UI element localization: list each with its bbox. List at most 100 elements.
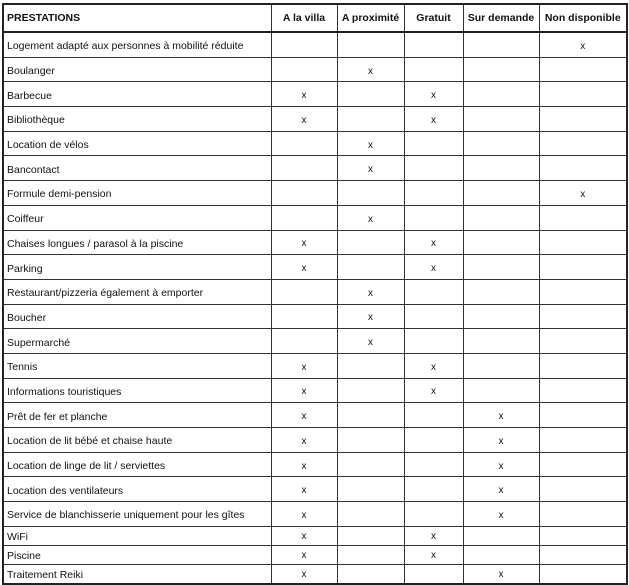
availability-cell bbox=[538, 130, 628, 157]
availability-cell bbox=[538, 229, 628, 256]
availability-cell: x bbox=[403, 352, 464, 379]
table-row: Supermarché x bbox=[2, 328, 628, 354]
availability-cell bbox=[538, 525, 628, 546]
availability-cell: x bbox=[403, 106, 464, 132]
table-row: Bancontact x bbox=[2, 155, 628, 182]
prestation-label: Supermarché bbox=[2, 328, 272, 354]
availability-cell bbox=[538, 56, 628, 83]
availability-cell bbox=[403, 31, 464, 58]
availability-cell bbox=[538, 106, 628, 132]
availability-cell bbox=[403, 476, 464, 503]
availability-cell bbox=[403, 155, 464, 182]
availability-cell bbox=[336, 352, 405, 379]
availability-cell bbox=[462, 328, 540, 354]
availability-cell: x bbox=[336, 155, 405, 182]
table-row: Boulanger x bbox=[2, 56, 628, 83]
availability-cell bbox=[336, 377, 405, 404]
availability-cell bbox=[538, 303, 628, 330]
availability-cell bbox=[336, 525, 405, 546]
availability-cell bbox=[538, 451, 628, 478]
availability-cell bbox=[538, 328, 628, 354]
table-row: Piscine x x bbox=[2, 544, 628, 565]
prestation-label: Coiffeur bbox=[2, 204, 272, 231]
availability-cell bbox=[462, 377, 540, 404]
availability-cell: x bbox=[270, 402, 338, 428]
table-row: Coiffeur x bbox=[2, 204, 628, 231]
availability-cell bbox=[336, 180, 405, 206]
prestation-label: Informations touristiques bbox=[2, 377, 272, 404]
table-row: Parking x x bbox=[2, 254, 628, 280]
availability-cell: x bbox=[403, 544, 464, 565]
availability-cell bbox=[270, 328, 338, 354]
availability-cell bbox=[270, 278, 338, 305]
availability-cell bbox=[270, 303, 338, 330]
availability-cell bbox=[462, 56, 540, 83]
prestation-label: Prêt de fer et planche bbox=[2, 402, 272, 428]
table-row: Informations touristiques x x bbox=[2, 377, 628, 404]
header-sur-demande: Sur demande bbox=[462, 3, 540, 33]
availability-cell: x bbox=[403, 525, 464, 546]
availability-cell bbox=[336, 427, 405, 453]
prestation-label: Boucher bbox=[2, 303, 272, 330]
availability-cell: x bbox=[336, 328, 405, 354]
availability-cell: x bbox=[270, 544, 338, 565]
availability-cell bbox=[403, 563, 464, 585]
availability-cell bbox=[403, 278, 464, 305]
availability-cell bbox=[403, 303, 464, 330]
availability-cell: x bbox=[462, 451, 540, 478]
table-row: Prêt de fer et planche x x bbox=[2, 402, 628, 428]
availability-cell: x bbox=[403, 377, 464, 404]
prestation-label: Boulanger bbox=[2, 56, 272, 83]
availability-cell bbox=[462, 254, 540, 280]
prestation-label: Service de blanchisserie uniquement pour… bbox=[2, 501, 272, 527]
availability-cell: x bbox=[336, 303, 405, 330]
availability-cell: x bbox=[403, 81, 464, 108]
availability-cell: x bbox=[270, 451, 338, 478]
table-row: Barbecue x x bbox=[2, 81, 628, 108]
table-row: Logement adapté aux personnes à mobilité… bbox=[2, 31, 628, 58]
availability-cell: x bbox=[462, 563, 540, 585]
availability-cell bbox=[538, 155, 628, 182]
table-row: Location des ventilateurs x x bbox=[2, 476, 628, 503]
prestation-label: Parking bbox=[2, 254, 272, 280]
table-row: Location de vélos x bbox=[2, 130, 628, 157]
prestation-label: Restaurant/pizzeria également à emporter bbox=[2, 278, 272, 305]
availability-cell bbox=[462, 525, 540, 546]
availability-cell bbox=[336, 451, 405, 478]
prestation-label: Bibliothèque bbox=[2, 106, 272, 132]
availability-cell bbox=[403, 501, 464, 527]
table-row: Service de blanchisserie uniquement pour… bbox=[2, 501, 628, 527]
availability-cell bbox=[403, 427, 464, 453]
header-gratuit: Gratuit bbox=[403, 3, 464, 33]
table-row: WiFi x x bbox=[2, 525, 628, 546]
availability-cell: x bbox=[462, 427, 540, 453]
prestations-table: PRESTATIONS A la villa A proximité Gratu… bbox=[2, 3, 628, 585]
availability-cell bbox=[336, 81, 405, 108]
availability-cell bbox=[336, 254, 405, 280]
availability-cell: x bbox=[336, 130, 405, 157]
availability-cell bbox=[462, 229, 540, 256]
availability-cell bbox=[403, 56, 464, 83]
availability-cell bbox=[462, 31, 540, 58]
availability-cell bbox=[462, 352, 540, 379]
header-prestations: PRESTATIONS bbox=[2, 3, 272, 33]
table-row: Traitement Reiki x x bbox=[2, 563, 628, 585]
availability-cell bbox=[336, 476, 405, 503]
availability-cell bbox=[270, 204, 338, 231]
table-row: Chaises longues / parasol à la piscine x x bbox=[2, 229, 628, 256]
availability-cell bbox=[336, 501, 405, 527]
availability-cell bbox=[538, 254, 628, 280]
availability-cell bbox=[336, 402, 405, 428]
availability-cell bbox=[462, 106, 540, 132]
table-row: Location de lit bébé et chaise haute x x bbox=[2, 427, 628, 453]
availability-cell bbox=[538, 402, 628, 428]
prestation-label: Chaises longues / parasol à la piscine bbox=[2, 229, 272, 256]
availability-cell bbox=[270, 56, 338, 83]
table-row: Formule demi-pension x bbox=[2, 180, 628, 206]
availability-cell bbox=[270, 31, 338, 58]
prestation-label: Traitement Reiki bbox=[2, 563, 272, 585]
availability-cell bbox=[462, 544, 540, 565]
availability-cell: x bbox=[462, 501, 540, 527]
availability-cell bbox=[336, 563, 405, 585]
availability-cell bbox=[403, 204, 464, 231]
